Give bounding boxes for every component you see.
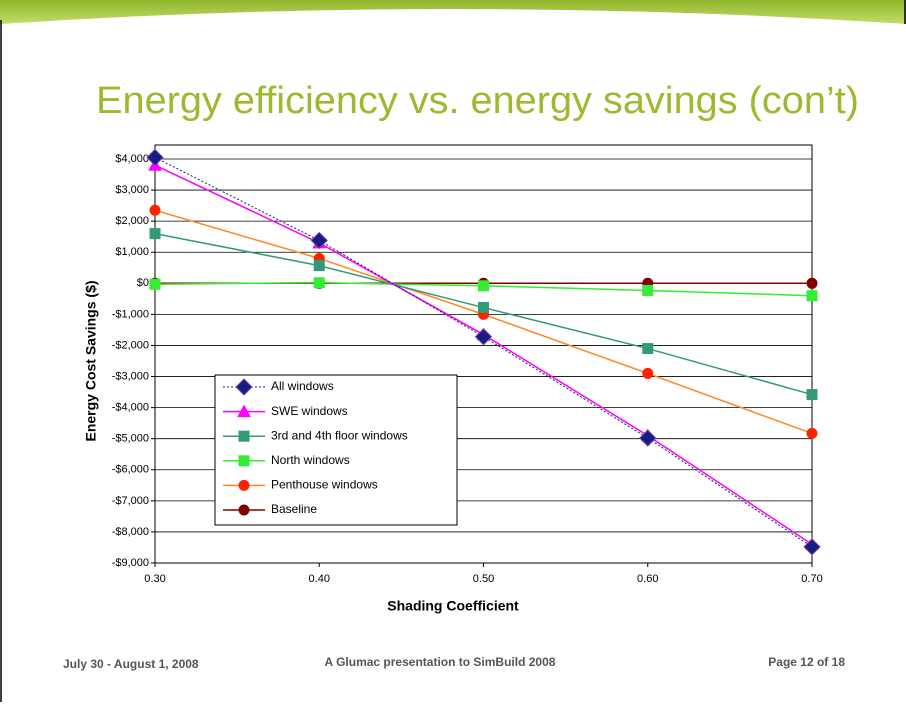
marker xyxy=(146,148,164,167)
y-tick-label: -$5,000 xyxy=(112,433,149,445)
y-tick-label: $0 xyxy=(137,277,149,289)
marker xyxy=(806,290,818,302)
marker xyxy=(313,277,325,289)
y-tick-label: $3,000 xyxy=(115,184,149,196)
x-tick-label: 0.60 xyxy=(637,573,658,585)
y-axis-label: Energy Cost Savings ($) xyxy=(83,280,99,441)
legend-marker xyxy=(235,378,253,396)
marker xyxy=(803,538,821,556)
series-line xyxy=(154,156,813,548)
legend-marker xyxy=(237,404,251,418)
marker xyxy=(642,284,654,296)
legend-label: 3rd and 4th floor windows xyxy=(271,428,408,442)
marker xyxy=(149,228,161,240)
y-tick-label: -$8,000 xyxy=(112,526,149,538)
marker xyxy=(313,260,325,272)
x-tick-label: 0.50 xyxy=(473,573,494,585)
marker xyxy=(642,343,654,355)
legend-label: SWE windows xyxy=(271,404,348,418)
top-band xyxy=(0,0,906,24)
x-tick-label: 0.30 xyxy=(144,573,165,585)
marker xyxy=(806,427,818,439)
legend-label: Penthouse windows xyxy=(271,478,378,492)
footer-date: July 30 - August 1, 2008 xyxy=(63,657,199,671)
legend-label: North windows xyxy=(271,453,350,467)
x-axis-label: Shading Coefficient xyxy=(387,598,519,614)
y-tick-label: -$2,000 xyxy=(112,339,149,351)
y-tick-label: -$7,000 xyxy=(112,495,149,507)
marker xyxy=(806,389,818,401)
x-tick-label: 0.40 xyxy=(309,573,330,585)
marker xyxy=(310,231,328,250)
x-tick-label: 0.70 xyxy=(801,573,822,585)
y-tick-label: $2,000 xyxy=(115,215,149,227)
chart-title: Energy efficiency vs. energy savings (co… xyxy=(96,80,859,122)
marker xyxy=(149,278,161,290)
legend-label: Baseline xyxy=(271,502,317,516)
marker xyxy=(474,328,493,346)
y-tick-label: $1,000 xyxy=(115,246,149,258)
marker xyxy=(806,277,818,289)
y-tick-label: -$9,000 xyxy=(112,557,149,569)
marker xyxy=(478,302,489,314)
marker xyxy=(149,204,161,216)
legend-marker xyxy=(238,455,250,467)
legend-marker xyxy=(238,479,250,491)
marker xyxy=(639,429,657,447)
marker xyxy=(478,280,489,292)
legend-label: All windows xyxy=(271,379,334,393)
legend-box xyxy=(214,374,458,526)
footer-page: Page 12 of 18 xyxy=(768,655,845,669)
y-tick-label: -$1,000 xyxy=(112,308,149,320)
y-tick-label: -$4,000 xyxy=(112,402,149,414)
legend-marker xyxy=(238,430,250,442)
y-tick-label: -$6,000 xyxy=(112,464,149,476)
footer-presentation: A Glumac presentation to SimBuild 2008 xyxy=(325,655,556,669)
legend-marker xyxy=(238,504,250,516)
y-tick-label: -$3,000 xyxy=(112,370,149,382)
y-tick-label: $4,000 xyxy=(115,153,149,165)
marker xyxy=(642,367,654,379)
